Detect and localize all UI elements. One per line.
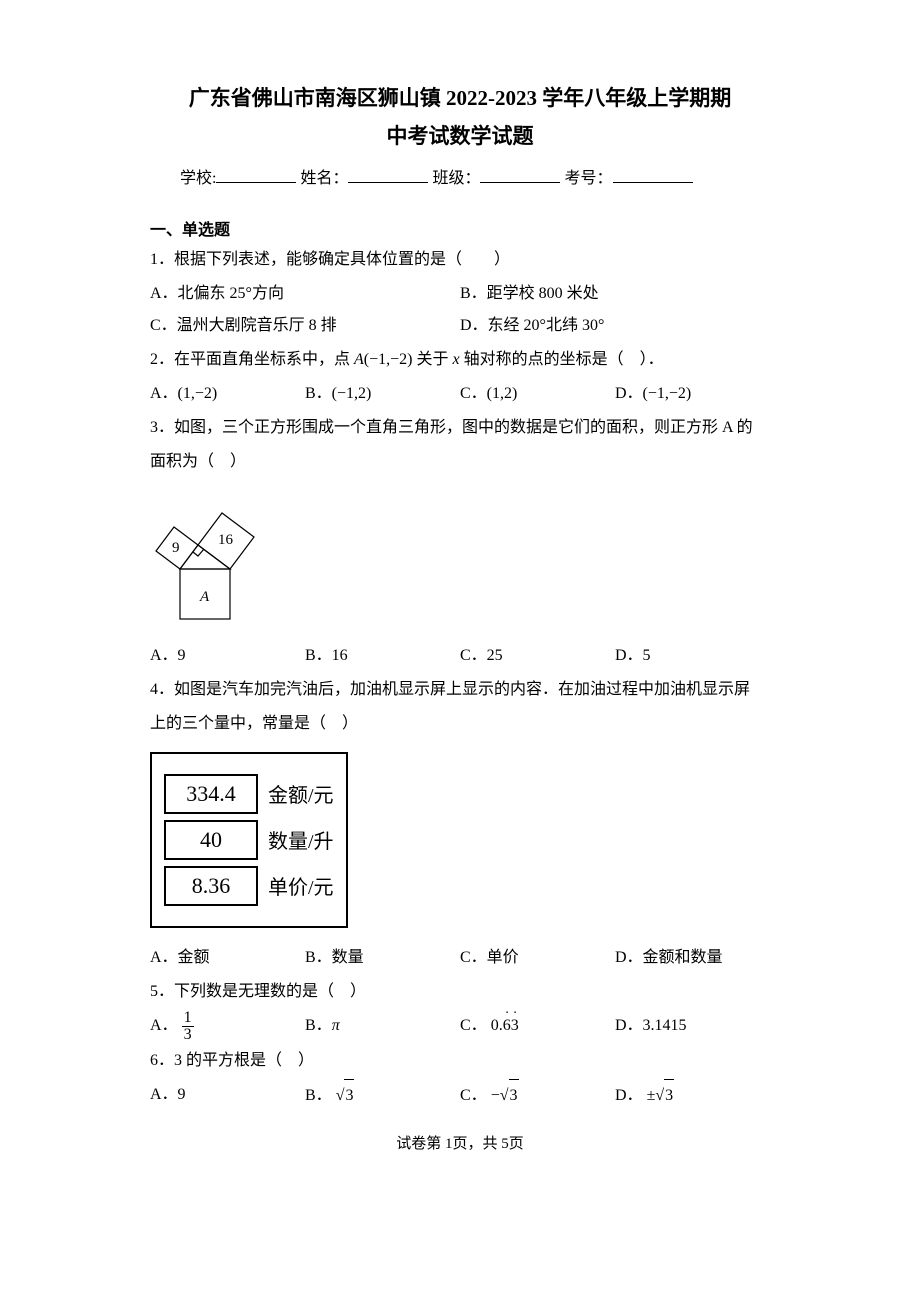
q6-optC-sqrt: 3 (500, 1079, 519, 1112)
q4-pump-display: 334.4 金额/元 40 数量/升 8.36 单价/元 (150, 752, 348, 928)
q1-options-row2: C．温州大剧院音乐厅 8 排 D．东经 20°北纬 30° (150, 310, 770, 342)
q4-lbl-3: 单价/元 (268, 871, 334, 900)
q6-optD-prefix: D． (615, 1087, 643, 1104)
q6-optB-prefix: B． (305, 1087, 332, 1104)
q2-optD: D．(−1,−2) (615, 378, 770, 410)
page-footer: 试卷第 1页，共 5页 (150, 1132, 770, 1153)
q3-options: A．9 B．16 C．25 D．5 (150, 640, 770, 672)
q4-row1: 334.4 金额/元 (164, 774, 334, 814)
q6-optC-prefix: C． (460, 1087, 487, 1104)
q6-optD-sign: ± (647, 1087, 656, 1104)
q3-label-9: 9 (172, 540, 180, 556)
q3-figure: 9 16 A (150, 484, 770, 634)
q3-label-16: 16 (218, 532, 234, 548)
q6-optC-sign: − (491, 1087, 500, 1104)
q1-optA: A．北偏东 25°方向 (150, 278, 460, 310)
q4-val-2: 40 (164, 820, 258, 860)
q2-stem: 2．在平面直角坐标系中，点 A(−1,−2) 关于 x 轴对称的点的坐标是（ ）… (150, 344, 770, 376)
q5-stem: 5．下列数是无理数的是（ ） (150, 976, 770, 1008)
q1-stem: 1．根据下列表述，能够确定具体位置的是（ ） (150, 244, 770, 276)
q6-optB-root: 3 (344, 1079, 354, 1112)
class-blank[interactable] (480, 168, 560, 183)
q4-row3: 8.36 单价/元 (164, 866, 334, 906)
q5-optC-zero: 0. (491, 1017, 503, 1034)
q5-optB: B．π (305, 1010, 460, 1043)
q5-optC-d2: 3 (511, 1010, 519, 1042)
q5-optB-val: π (332, 1017, 340, 1034)
q6-options: A．9 B． 3 C． −3 D． ±3 (150, 1079, 770, 1112)
q1-optC: C．温州大剧院音乐厅 8 排 (150, 310, 460, 342)
q4-row2: 40 数量/升 (164, 820, 334, 860)
q2-options: A．(1,−2) B．(−1,2) C．(1,2) D．(−1,−2) (150, 378, 770, 410)
q1-optB: B．距学校 800 米处 (460, 278, 770, 310)
q5-optC-d1: 6 (503, 1010, 511, 1042)
q3-stem2: 面积为（ ） (150, 446, 770, 478)
q3-triangle (180, 545, 230, 569)
q6-stem: 6．3 的平方根是（ ） (150, 1045, 770, 1077)
q5-optA-frac: 1 3 (182, 1010, 194, 1043)
q3-label-A: A (199, 589, 210, 605)
q4-stem1: 4．如图是汽车加完汽油后，加油机显示屏上显示的内容．在加油过程中加油机显示屏 (150, 674, 770, 706)
examno-blank[interactable] (613, 168, 693, 183)
title-line-2: 中考试数学试题 (150, 118, 770, 156)
q5-optC: C． 0.63 (460, 1010, 615, 1043)
q4-stem2: 上的三个量中，常量是（ ） (150, 708, 770, 740)
q6-optA: A．9 (150, 1079, 305, 1112)
q6-optC-root: 3 (509, 1079, 519, 1112)
student-info-line: 学校: 姓名： 班级： 考号： (150, 164, 770, 188)
q4-optD: D．金额和数量 (615, 942, 770, 974)
q4-optA: A．金额 (150, 942, 305, 974)
examno-label: 考号： (564, 170, 612, 187)
q2-optA: A．(1,−2) (150, 378, 305, 410)
q2-prefix: 2．在平面直角坐标系中，点 (150, 351, 354, 368)
q1-optD: D．东经 20°北纬 30° (460, 310, 770, 342)
q4-lbl-1: 金额/元 (268, 779, 334, 808)
q2-x-var: x (453, 351, 460, 368)
q4-val-1: 334.4 (164, 774, 258, 814)
q3-optD: D．5 (615, 640, 770, 672)
q5-optD: D．3.1415 (615, 1010, 770, 1043)
q6-optC: C． −3 (460, 1079, 615, 1112)
name-label: 姓名： (300, 170, 348, 187)
q6-optD: D． ±3 (615, 1079, 770, 1112)
q3-optB: B．16 (305, 640, 460, 672)
q4-optC: C．单价 (460, 942, 615, 974)
q5-options: A． 1 3 B．π C． 0.63 D．3.1415 (150, 1010, 770, 1043)
name-blank[interactable] (348, 168, 428, 183)
q5-optA: A． 1 3 (150, 1010, 305, 1043)
q6-optD-sqrt: 3 (655, 1079, 674, 1112)
q3-svg: 9 16 A (150, 484, 300, 629)
q5-optA-den: 3 (182, 1027, 194, 1043)
q4-lbl-2: 数量/升 (268, 825, 334, 854)
q4-optB: B．数量 (305, 942, 460, 974)
q2-A-var: A (354, 351, 364, 368)
q3-stem1: 3．如图，三个正方形围成一个直角三角形，图中的数据是它们的面积，则正方形 A 的 (150, 412, 770, 444)
q6-optD-root: 3 (664, 1079, 674, 1112)
q5-optB-prefix: B． (305, 1017, 332, 1034)
school-blank[interactable] (216, 168, 296, 183)
q5-optA-num: 1 (182, 1010, 194, 1027)
q2-optB: B．(−1,2) (305, 378, 460, 410)
section-1-heading: 一、单选题 (150, 216, 770, 240)
q5-optC-prefix: C． (460, 1017, 487, 1034)
q2-suffix: 轴对称的点的坐标是（ ）． (460, 351, 664, 368)
q3-optC: C．25 (460, 640, 615, 672)
school-label: 学校: (180, 170, 216, 187)
title-line-1: 广东省佛山市南海区狮山镇 2022-2023 学年八年级上学期期 (150, 80, 770, 118)
q1-options-row1: A．北偏东 25°方向 B．距学校 800 米处 (150, 278, 770, 310)
q6-optB: B． 3 (305, 1079, 460, 1112)
q4-val-3: 8.36 (164, 866, 258, 906)
q2-optC: C．(1,2) (460, 378, 615, 410)
q4-options: A．金额 B．数量 C．单价 D．金额和数量 (150, 942, 770, 974)
q5-optA-prefix: A． (150, 1017, 178, 1034)
class-label: 班级： (432, 170, 480, 187)
q2-mid: (−1,−2) 关于 (364, 351, 453, 368)
q6-optB-sqrt: 3 (336, 1079, 355, 1112)
q3-optA: A．9 (150, 640, 305, 672)
